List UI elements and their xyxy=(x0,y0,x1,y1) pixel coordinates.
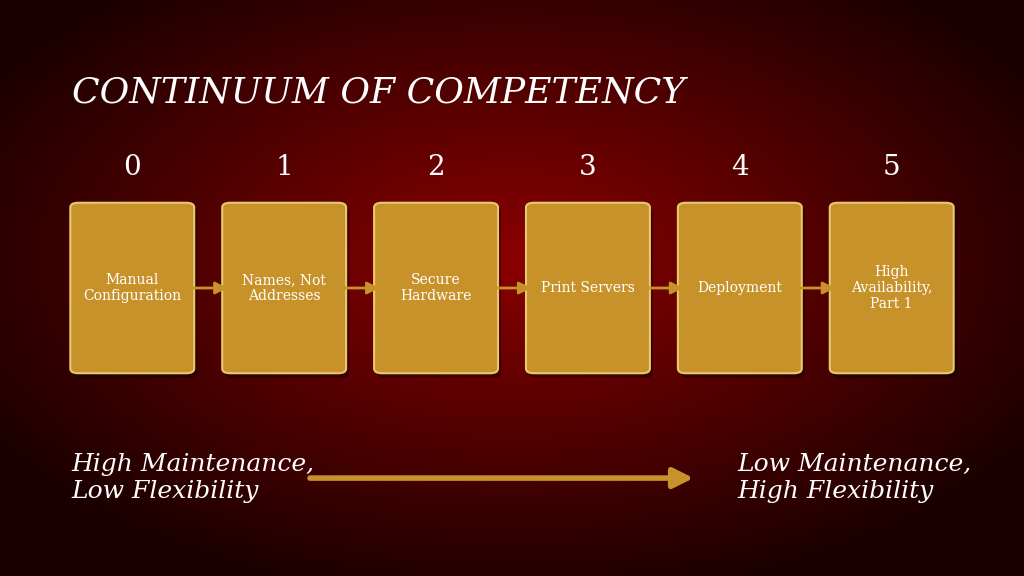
FancyBboxPatch shape xyxy=(681,207,805,378)
FancyBboxPatch shape xyxy=(829,203,953,373)
FancyBboxPatch shape xyxy=(529,207,653,378)
Text: High Maintenance,
Low Flexibility: High Maintenance, Low Flexibility xyxy=(72,453,314,503)
FancyBboxPatch shape xyxy=(526,203,650,373)
FancyBboxPatch shape xyxy=(374,203,498,373)
Text: 1: 1 xyxy=(275,154,293,181)
FancyBboxPatch shape xyxy=(71,203,195,373)
Text: High
Availability,
Part 1: High Availability, Part 1 xyxy=(851,265,933,311)
Text: 3: 3 xyxy=(580,154,597,181)
Text: 0: 0 xyxy=(123,154,141,181)
FancyBboxPatch shape xyxy=(225,207,349,378)
FancyBboxPatch shape xyxy=(74,207,198,378)
FancyBboxPatch shape xyxy=(377,207,501,378)
Text: Print Servers: Print Servers xyxy=(541,281,635,295)
Text: Low Maintenance,
High Flexibility: Low Maintenance, High Flexibility xyxy=(737,453,972,503)
FancyBboxPatch shape xyxy=(678,203,802,373)
Text: Names, Not
Addresses: Names, Not Addresses xyxy=(243,273,326,303)
Text: 4: 4 xyxy=(731,154,749,181)
FancyBboxPatch shape xyxy=(833,207,956,378)
FancyBboxPatch shape xyxy=(222,203,346,373)
Text: Secure
Hardware: Secure Hardware xyxy=(400,273,472,303)
Text: Manual
Configuration: Manual Configuration xyxy=(83,273,181,303)
Text: 5: 5 xyxy=(883,154,900,181)
Text: Deployment: Deployment xyxy=(697,281,782,295)
Text: 2: 2 xyxy=(427,154,444,181)
Text: CONTINUUM OF COMPETENCY: CONTINUUM OF COMPETENCY xyxy=(72,75,685,109)
